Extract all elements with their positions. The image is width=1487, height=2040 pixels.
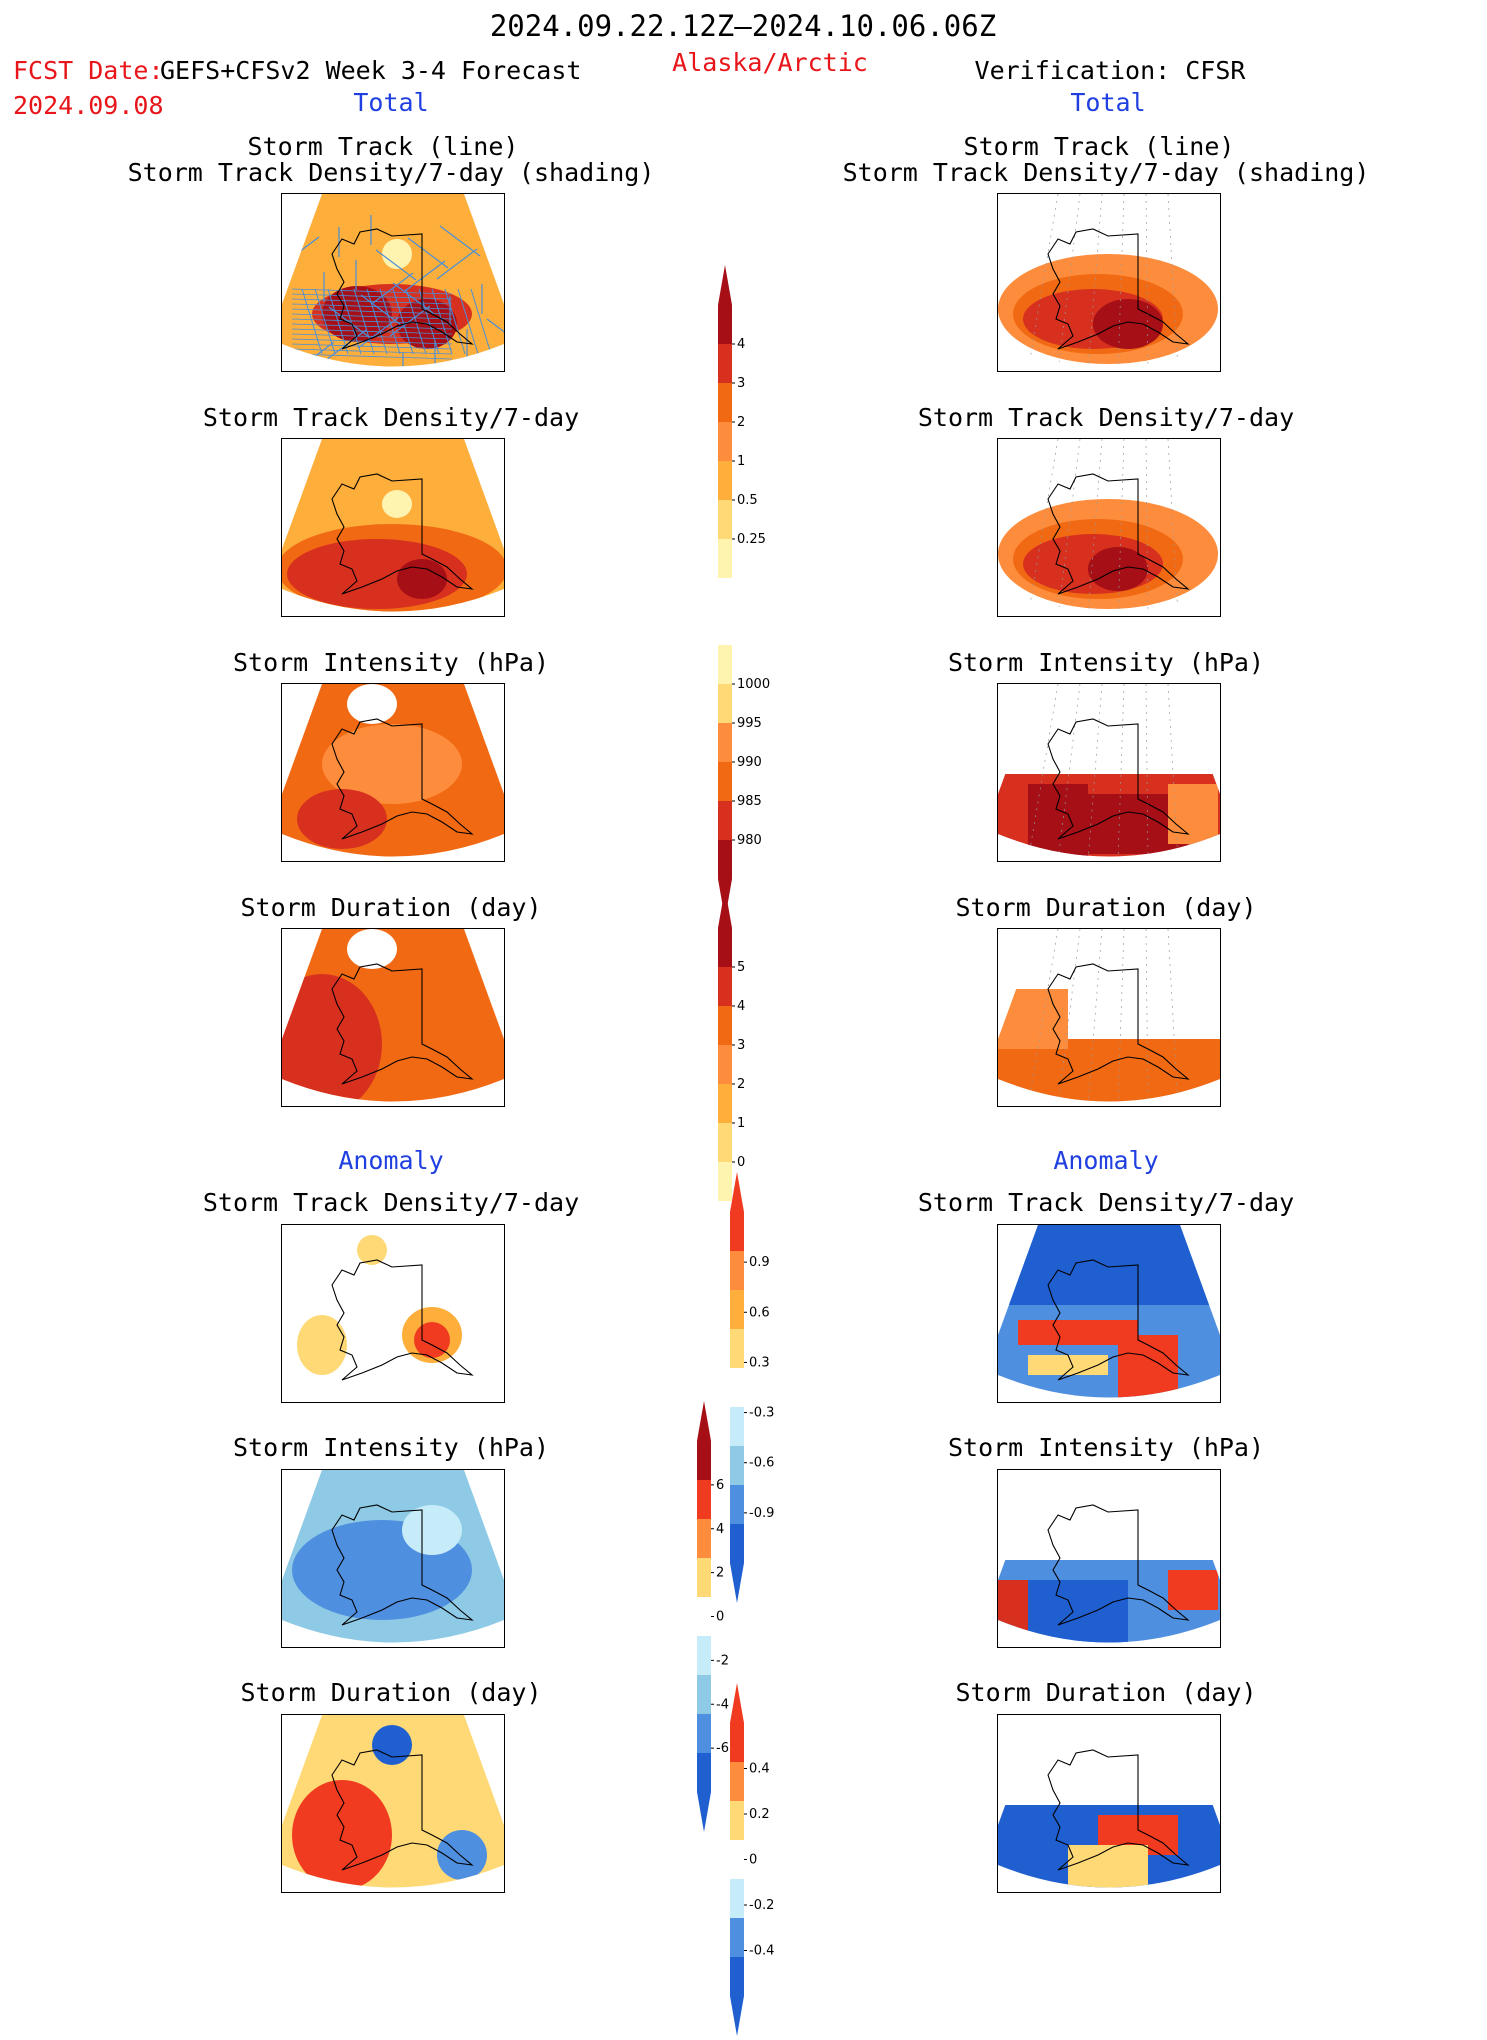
fcst-date-label: FCST Date: [13,56,164,85]
fcst-date-value: 2024.09.08 [13,91,164,120]
date-range-title: 2024.09.22.12Z—2024.10.06.06Z [489,9,997,43]
total-label-right: Total [1070,88,1146,117]
map-verif-track [997,193,1221,372]
title-track-line-right: Storm Track (line) [963,132,1235,161]
title-duration-left: Storm Duration (day) [240,893,542,922]
svg-text:0.4: 0.4 [749,1762,770,1777]
map-forecast-intensity [281,683,505,862]
title-intensity-left: Storm Intensity (hPa) [232,648,550,677]
colorbar-anom-density: 0.9 0.6 0.3 -0.3 -0.6 -0.9 [730,1172,800,1607]
map-forecast-anom-density [281,1224,505,1403]
colorbar-duration: 5 4 3 2 1 0 [718,888,788,1205]
map-forecast-track [281,193,505,372]
title-intensity-right: Storm Intensity (hPa) [947,648,1265,677]
fcst-model-label: GEFS+CFSv2 Week 3-4 Forecast [160,56,582,85]
svg-text:0.6: 0.6 [749,1305,770,1320]
svg-text:5: 5 [737,960,745,975]
anomaly-label-right: Anomaly [1053,1146,1159,1175]
svg-text:-0.4: -0.4 [749,1944,774,1959]
svg-text:3: 3 [737,1038,745,1053]
svg-text:4: 4 [716,1522,724,1537]
svg-text:0.25: 0.25 [737,532,766,547]
svg-text:2: 2 [737,1077,745,1092]
map-verif-duration [997,928,1221,1107]
svg-text:-0.2: -0.2 [749,1898,774,1913]
svg-text:990: 990 [737,755,762,770]
map-forecast-anom-intensity [281,1469,505,1648]
svg-text:2: 2 [716,1566,724,1581]
total-label-left: Total [353,88,429,117]
svg-text:1000: 1000 [737,677,770,692]
svg-text:0.3: 0.3 [749,1355,770,1370]
svg-text:-4: -4 [716,1697,729,1712]
title-anom-intensity-right: Storm Intensity (hPa) [947,1433,1265,1462]
map-verif-anom-intensity [997,1469,1221,1648]
title-density-right: Storm Track Density/7-day [917,403,1295,432]
svg-text:1: 1 [737,454,745,469]
svg-text:980: 980 [737,833,762,848]
svg-text:4: 4 [737,337,745,352]
svg-text:0.5: 0.5 [737,493,758,508]
title-anom-intensity-left: Storm Intensity (hPa) [232,1433,550,1462]
svg-text:-0.6: -0.6 [749,1456,774,1471]
verification-label: Verification: CFSR [974,56,1246,85]
title-anom-density-left: Storm Track Density/7-day [202,1188,580,1217]
title-density-left: Storm Track Density/7-day [202,403,580,432]
map-forecast-duration [281,928,505,1107]
map-forecast-density [281,438,505,617]
map-forecast-anom-duration [281,1714,505,1893]
title-anom-density-right: Storm Track Density/7-day [917,1188,1295,1217]
svg-text:3: 3 [737,376,745,391]
svg-text:-6: -6 [716,1741,729,1756]
svg-text:6: 6 [716,1478,724,1493]
svg-text:-0.9: -0.9 [749,1506,774,1521]
svg-text:0.9: 0.9 [749,1255,770,1270]
colorbar-anom-intensity: 6 4 2 0 -2 -4 -6 [697,1401,767,1836]
title-track-shading-right: Storm Track Density/7-day (shading) [842,158,1370,187]
svg-text:1: 1 [737,1116,745,1131]
svg-text:4: 4 [737,999,745,1014]
svg-text:0.2: 0.2 [749,1807,770,1822]
map-verif-anom-density [997,1224,1221,1403]
colorbar-anom-duration: 0.4 0.2 0 -0.2 -0.4 [730,1683,800,2040]
anomaly-label-left: Anomaly [338,1146,444,1175]
title-track-shading-left: Storm Track Density/7-day (shading) [127,158,655,187]
region-label: Alaska/Arctic [672,48,868,77]
map-verif-intensity [997,683,1221,862]
svg-text:-2: -2 [716,1653,729,1668]
svg-text:985: 985 [737,794,762,809]
colorbar-intensity: 1000 995 990 985 980 [718,645,788,923]
title-anom-duration-right: Storm Duration (day) [955,1678,1257,1707]
map-verif-anom-duration [997,1714,1221,1893]
title-anom-duration-left: Storm Duration (day) [240,1678,542,1707]
map-verif-density [997,438,1221,617]
svg-text:0: 0 [716,1610,724,1625]
title-track-line-left: Storm Track (line) [247,132,519,161]
svg-text:0: 0 [737,1155,745,1170]
title-duration-right: Storm Duration (day) [955,893,1257,922]
svg-text:995: 995 [737,716,762,731]
colorbar-density: 4 3 2 1 0.5 0.25 [718,265,788,582]
svg-text:0: 0 [749,1853,757,1868]
svg-text:2: 2 [737,415,745,430]
svg-text:-0.3: -0.3 [749,1406,774,1421]
